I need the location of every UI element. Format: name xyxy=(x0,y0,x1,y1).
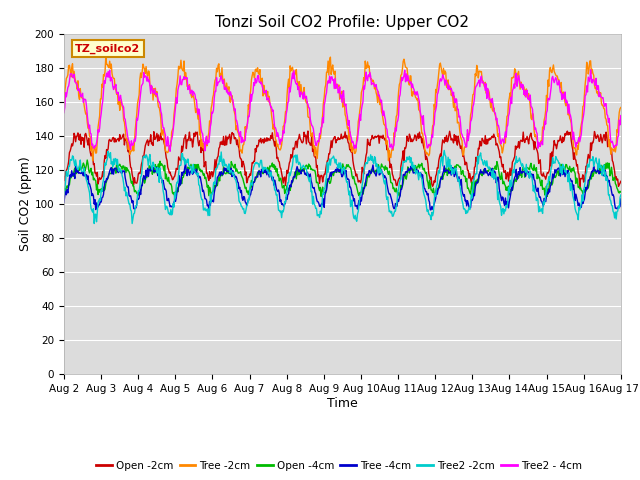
Open -4cm xyxy=(83,157,91,163)
Tree2 -2cm xyxy=(185,162,193,168)
Line: Tree2 -2cm: Tree2 -2cm xyxy=(64,150,621,224)
Open -2cm xyxy=(60,174,68,180)
Tree -4cm xyxy=(70,171,78,177)
Tree2 - 4cm xyxy=(214,80,222,85)
Legend: Open -2cm, Tree -2cm, Open -4cm, Tree -4cm, Tree2 -2cm, Tree2 - 4cm: Open -2cm, Tree -2cm, Open -4cm, Tree -4… xyxy=(92,456,586,475)
Tree2 - 4cm xyxy=(185,84,193,90)
Open -4cm xyxy=(617,189,625,195)
X-axis label: Time: Time xyxy=(327,397,358,410)
Tree -4cm xyxy=(214,174,222,180)
Open -2cm xyxy=(127,165,135,171)
Tree2 -2cm xyxy=(214,161,222,167)
Open -4cm xyxy=(214,178,222,183)
Y-axis label: Soil CO2 (ppm): Soil CO2 (ppm) xyxy=(19,156,32,252)
Open -4cm xyxy=(185,168,193,173)
Tree -2cm xyxy=(70,69,78,74)
Open -4cm xyxy=(128,179,136,184)
Line: Open -2cm: Open -2cm xyxy=(64,131,621,188)
Tree2 -2cm xyxy=(617,192,625,198)
Tree -4cm xyxy=(617,196,625,202)
Tree -2cm xyxy=(102,53,109,59)
Open -2cm xyxy=(428,174,435,180)
Line: Tree2 - 4cm: Tree2 - 4cm xyxy=(64,70,621,151)
Tree2 - 4cm xyxy=(411,91,419,97)
Tree -4cm xyxy=(426,207,434,213)
Tree -2cm xyxy=(60,103,68,109)
Tree -4cm xyxy=(428,204,436,209)
Open -2cm xyxy=(576,185,584,191)
Tree2 - 4cm xyxy=(70,72,78,77)
Open -2cm xyxy=(70,131,78,136)
Tree2 -2cm xyxy=(128,221,136,227)
Open -4cm xyxy=(70,168,78,173)
Open -4cm xyxy=(431,195,439,201)
Tree2 -2cm xyxy=(70,159,78,165)
Line: Tree -4cm: Tree -4cm xyxy=(64,164,621,210)
Tree -4cm xyxy=(411,170,419,176)
Tree -4cm xyxy=(127,196,135,202)
Tree2 - 4cm xyxy=(127,138,135,144)
Text: TZ_soilco2: TZ_soilco2 xyxy=(75,44,140,54)
Tree2 -2cm xyxy=(440,147,448,153)
Open -2cm xyxy=(184,138,192,144)
Open -4cm xyxy=(428,187,435,193)
Tree -2cm xyxy=(412,95,419,100)
Open -4cm xyxy=(60,190,68,196)
Open -2cm xyxy=(411,132,419,138)
Tree2 - 4cm xyxy=(428,141,435,147)
Tree -2cm xyxy=(186,82,193,87)
Open -2cm xyxy=(214,155,221,160)
Tree -2cm xyxy=(89,158,97,164)
Line: Open -4cm: Open -4cm xyxy=(64,160,621,198)
Open -2cm xyxy=(304,128,312,134)
Tree2 -2cm xyxy=(428,217,435,223)
Tree2 - 4cm xyxy=(60,110,68,116)
Line: Tree -2cm: Tree -2cm xyxy=(64,56,621,161)
Tree -2cm xyxy=(129,143,137,148)
Tree2 - 4cm xyxy=(617,113,625,119)
Tree -4cm xyxy=(185,168,193,174)
Tree -4cm xyxy=(182,161,189,167)
Tree -2cm xyxy=(215,61,223,67)
Tree2 - 4cm xyxy=(587,67,595,72)
Tree -2cm xyxy=(617,105,625,110)
Tree -4cm xyxy=(60,200,68,205)
Tree2 -2cm xyxy=(90,221,98,227)
Title: Tonzi Soil CO2 Profile: Upper CO2: Tonzi Soil CO2 Profile: Upper CO2 xyxy=(216,15,469,30)
Tree -2cm xyxy=(428,132,436,137)
Open -2cm xyxy=(617,179,625,184)
Tree2 - 4cm xyxy=(166,148,174,154)
Open -4cm xyxy=(411,163,419,168)
Tree2 -2cm xyxy=(411,163,419,169)
Tree2 -2cm xyxy=(60,192,68,197)
